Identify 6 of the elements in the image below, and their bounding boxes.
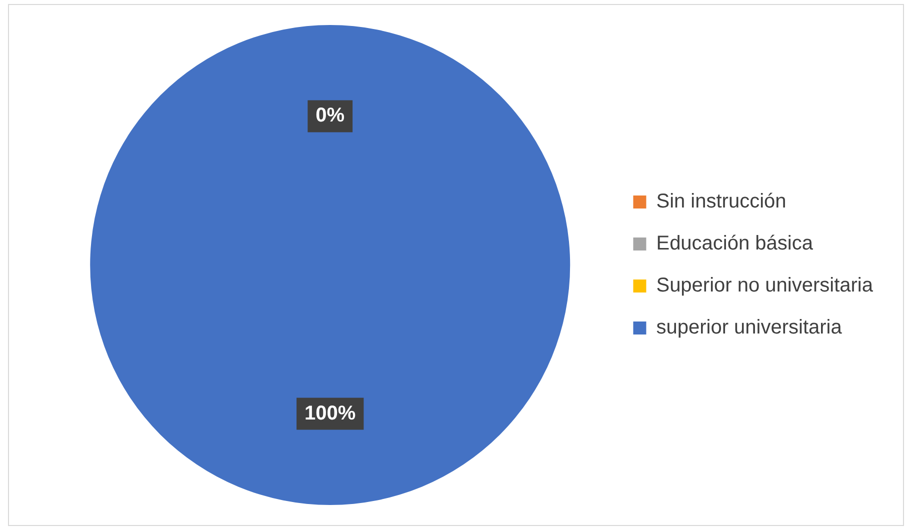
legend-label: Superior no universitaria [656, 274, 874, 297]
data-label: 100% [304, 402, 356, 424]
legend-label: superior universitaria [656, 316, 843, 339]
text: 0% [316, 104, 345, 127]
legend-label: Sin instrucción [656, 190, 786, 213]
legend-label: Educación básica [656, 232, 814, 255]
